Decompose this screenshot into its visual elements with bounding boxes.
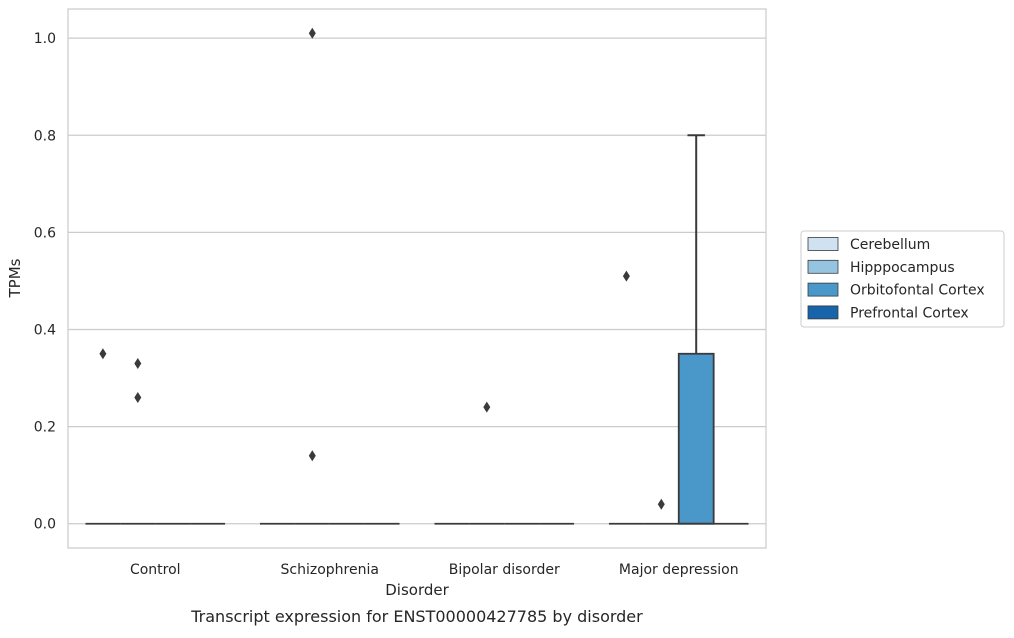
y-tick-label: 0.0 <box>34 517 56 533</box>
legend-label: Hipppocampus <box>850 260 955 276</box>
legend-swatch <box>807 282 839 297</box>
legend-label: Cerebellum <box>850 237 930 253</box>
y-axis-ticks: 0.0 0.2 0.4 0.6 0.8 1.0 <box>34 31 56 533</box>
y-tick-label: 0.2 <box>34 420 56 436</box>
grid-lines <box>68 37 766 525</box>
outlier-point <box>483 401 491 413</box>
box-groups <box>85 27 749 525</box>
legend-frame <box>800 230 1005 328</box>
box-1-0 <box>120 357 156 525</box>
y-tick-label: 0.4 <box>34 322 56 338</box>
y-axis-label: TPMs <box>6 258 24 298</box>
box-1-2 <box>469 401 505 525</box>
x-tick-label: Bipolar disorder <box>449 562 560 578</box>
legend-swatch <box>807 259 839 274</box>
outlier-point <box>622 270 630 282</box>
outlier-point <box>308 27 316 39</box>
box-0-3 <box>608 270 644 525</box>
outlier-point <box>657 498 665 510</box>
legend-items: Cerebellum Hipppocampus Orbitofontal Corte… <box>807 237 985 321</box>
y-tick-label: 1.0 <box>34 31 56 47</box>
box-body <box>677 352 715 525</box>
outlier-point <box>99 348 107 360</box>
outlier-point <box>134 391 142 403</box>
legend-swatch <box>807 237 839 251</box>
legend-swatch <box>807 305 839 320</box>
legend-label: Orbitofontal Cortex <box>850 283 985 299</box>
outlier-point <box>308 450 316 462</box>
outlier-point <box>134 357 142 369</box>
plot-frame <box>67 8 767 549</box>
y-tick-label: 0.6 <box>34 225 56 241</box>
x-axis-ticks: Control Schizophrenia Bipolar disorder Majo… <box>130 562 739 578</box>
x-tick-label: Major depression <box>619 562 739 578</box>
box-0-0 <box>85 348 121 525</box>
y-tick-label: 0.8 <box>34 128 56 144</box>
figure-caption: Transcript expression for ENST0000042778… <box>190 607 643 626</box>
box-2-3 <box>677 134 715 525</box>
legend-label: Prefrontal Cortex <box>850 305 969 321</box>
x-axis-label: Disorder <box>385 581 449 599</box>
box-1-1 <box>294 27 330 525</box>
x-tick-label: Schizophrenia <box>281 562 379 578</box>
legend: Cerebellum Hipppocampus Orbitofontal Corte… <box>800 230 1005 328</box>
box-1-3 <box>643 498 679 525</box>
x-tick-label: Control <box>130 562 181 578</box>
